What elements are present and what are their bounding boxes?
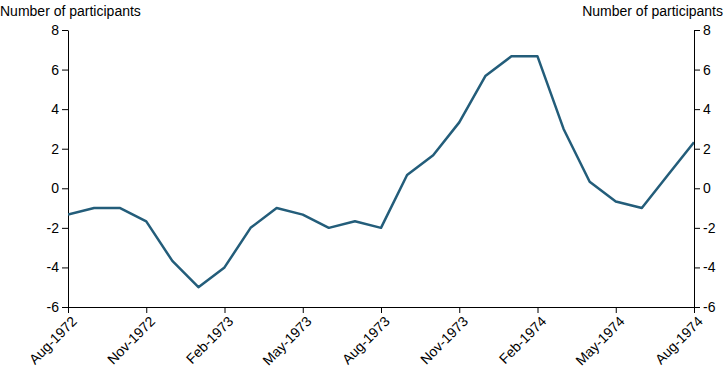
y-axis-title-right: Number of participants	[582, 3, 723, 19]
tick: -6	[47, 299, 68, 315]
x-axis: Aug-1972 Nov-1972 Feb-1973 May-1973 Aug-1973…	[26, 307, 706, 368]
tick-label: Aug-1974	[652, 313, 706, 367]
tick-label: 0	[51, 180, 59, 196]
tick: 6	[51, 62, 68, 78]
tick-label: Aug-1973	[339, 313, 393, 367]
tick-label: Nov-1973	[417, 313, 471, 367]
tick: May-1974	[572, 307, 627, 368]
tick-mark	[381, 307, 382, 313]
tick: Nov-1973	[417, 307, 471, 367]
tick-label: -6	[703, 299, 716, 315]
y-axis-left: -6 -4 -2 0 2 4 6 8	[47, 22, 69, 315]
tick: Aug-1973	[339, 307, 393, 367]
tick-label: 6	[703, 62, 711, 78]
tick: 0	[51, 180, 68, 196]
tick-label: 8	[51, 22, 59, 38]
tick-mark	[68, 307, 69, 313]
tick: -4	[694, 259, 716, 275]
tick-mark	[616, 307, 617, 313]
tick-label: -4	[703, 259, 716, 275]
tick: -2	[694, 220, 716, 236]
tick-label: 0	[703, 180, 711, 196]
tick: Aug-1972	[26, 307, 80, 367]
tick: -6	[694, 299, 716, 315]
tick-label: Nov-1972	[104, 313, 158, 367]
tick-mark	[694, 149, 700, 150]
tick-mark	[538, 307, 539, 313]
tick-mark	[62, 30, 68, 31]
tick-label: Aug-1972	[26, 313, 80, 367]
axis-line	[694, 31, 695, 308]
tick-label: May-1974	[572, 313, 627, 368]
tick: 6	[694, 62, 711, 78]
y-axis-right: -6 -4 -2 0 2 4 6 8	[694, 22, 716, 315]
chart-container: -6 -4 -2 0 2 4 6 8 -6 -4 -2 0 2 4 6 8 Aug-1972 Nov-1972 Fe…	[0, 0, 725, 371]
tick-label: 2	[703, 141, 711, 157]
tick-mark	[62, 307, 68, 308]
tick-label: 2	[51, 141, 59, 157]
tick: May-1973	[259, 307, 314, 368]
tick-mark	[62, 228, 68, 229]
tick: 8	[694, 22, 711, 38]
tick: Aug-1974	[652, 307, 706, 367]
tick: 2	[51, 141, 68, 157]
tick-mark	[303, 307, 304, 313]
tick-label: 6	[51, 62, 59, 78]
tick-label: -6	[47, 299, 60, 315]
marks	[68, 56, 694, 287]
tick-mark	[62, 149, 68, 150]
tick-mark	[62, 188, 68, 189]
tick-label: 8	[703, 22, 711, 38]
tick-label: 4	[51, 101, 59, 117]
tick-mark	[694, 267, 700, 268]
tick-mark	[694, 70, 700, 71]
tick-mark	[62, 70, 68, 71]
tick: 0	[694, 180, 711, 196]
tick-label: -4	[47, 259, 60, 275]
tick-label: 4	[703, 101, 711, 117]
tick: 8	[51, 22, 68, 38]
tick-mark	[694, 30, 700, 31]
tick-mark	[694, 188, 700, 189]
tick: 2	[694, 141, 711, 157]
tick-label: -2	[703, 220, 716, 236]
tick-mark	[694, 228, 700, 229]
tick-mark	[694, 307, 695, 313]
tick: 4	[694, 101, 711, 117]
tick-label: May-1973	[259, 313, 314, 368]
tick-mark	[225, 307, 226, 313]
tick: Nov-1972	[104, 307, 158, 367]
tick-label: Feb-1974	[496, 313, 550, 367]
tick: Feb-1974	[496, 307, 550, 367]
axis-line	[68, 31, 69, 308]
tick: -2	[47, 220, 68, 236]
y-axis-title-left: Number of participants	[0, 3, 141, 19]
tick: Feb-1973	[183, 307, 237, 367]
tick-mark	[62, 267, 68, 268]
tick: 4	[51, 101, 68, 117]
tick-mark	[694, 109, 700, 110]
tick-label: -2	[47, 220, 60, 236]
tick: -4	[47, 259, 68, 275]
tick-label: Feb-1973	[183, 313, 237, 367]
plot: -6 -4 -2 0 2 4 6 8 -6 -4 -2 0 2 4 6 8 Aug-1972 Nov-1972 Fe…	[26, 22, 716, 368]
tick-mark	[146, 307, 147, 313]
line	[68, 56, 694, 287]
tick-mark	[62, 109, 68, 110]
tick-mark	[459, 307, 460, 313]
chart-svg: -6 -4 -2 0 2 4 6 8 -6 -4 -2 0 2 4 6 8 Aug-1972 Nov-1972 Fe…	[0, 0, 725, 371]
